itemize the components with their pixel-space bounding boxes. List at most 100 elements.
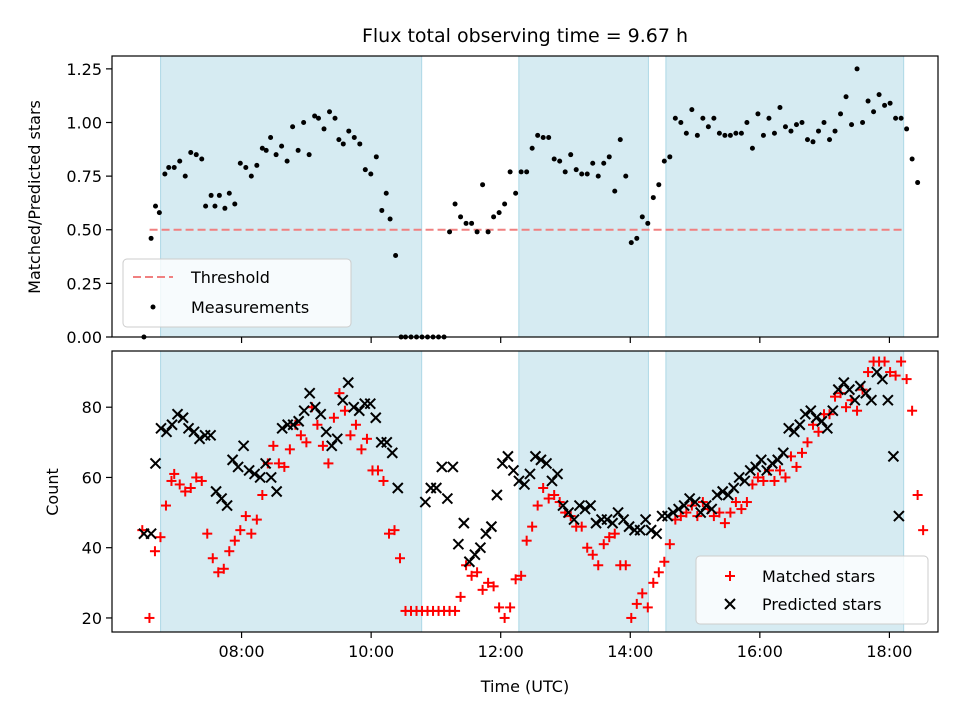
predicted-mark-b xyxy=(254,471,266,484)
matched-star-point xyxy=(879,356,890,367)
matched-star-point xyxy=(279,461,290,472)
predicted-mark-b xyxy=(750,461,762,473)
ratio-y-axis-label: Matched/Predicted stars xyxy=(25,100,44,294)
predicted-star-point xyxy=(882,394,894,406)
predicted-star-point xyxy=(584,499,597,512)
predicted-star-point xyxy=(722,489,734,501)
measurement-point xyxy=(171,165,177,171)
predicted-mark-b xyxy=(601,513,613,526)
measurement-point xyxy=(316,115,321,121)
predicted-mark-b xyxy=(584,499,597,512)
predicted-star-point xyxy=(469,549,481,561)
measurement-point xyxy=(507,169,513,175)
predicted-mark-b xyxy=(810,412,823,424)
matched-star-point xyxy=(587,549,598,560)
matched-star-point xyxy=(890,370,901,381)
measurement-point xyxy=(162,171,168,177)
matched-star-point xyxy=(516,570,527,581)
matched-star-point xyxy=(229,535,240,546)
predicted-star-point xyxy=(160,426,173,438)
predicted-mark-b xyxy=(287,419,299,431)
measurement-point xyxy=(606,154,612,160)
measurement-point xyxy=(362,167,368,173)
matched-star-point xyxy=(604,532,615,543)
predicted-mark-b xyxy=(430,482,443,494)
measurement-point xyxy=(689,107,695,113)
measurement-point xyxy=(546,135,552,141)
matched-star-point xyxy=(725,507,736,518)
matched-star-point xyxy=(918,525,929,536)
matched-star-point xyxy=(752,472,763,483)
predicted-mark-b xyxy=(188,426,200,438)
measurement-point xyxy=(346,128,352,134)
predicted-star-point xyxy=(254,471,266,484)
predicted-star-point xyxy=(298,405,310,417)
predicted-mark-b xyxy=(727,482,740,494)
legend-box xyxy=(695,555,929,625)
predicted-mark-b xyxy=(783,422,795,434)
matched-star-point xyxy=(301,437,312,448)
predicted-star-point xyxy=(590,517,602,529)
matched-star-point xyxy=(730,497,741,508)
measurement-point xyxy=(771,130,777,136)
predicted-star-point xyxy=(650,527,663,540)
measurement-point xyxy=(865,98,871,104)
matched-star-point xyxy=(527,521,538,532)
matched-star-point xyxy=(394,553,405,564)
matched-star-point xyxy=(450,605,461,616)
measurement-point xyxy=(727,132,733,138)
predicted-mark-b xyxy=(882,394,894,406)
matched-star-point xyxy=(488,581,499,592)
measurement-point xyxy=(259,145,265,151)
matched-star-point xyxy=(160,500,171,511)
observing-window-3 xyxy=(665,55,905,338)
measurement-point xyxy=(290,124,296,130)
y-tick-label: 0.75 xyxy=(66,167,102,186)
predicted-star-point xyxy=(606,517,619,529)
predicted-mark-b xyxy=(292,415,305,427)
measurement-point xyxy=(458,214,464,220)
predicted-mark-b xyxy=(381,436,393,449)
predicted-mark-b xyxy=(392,482,404,494)
predicted-star-point xyxy=(634,524,646,536)
predicted-mark-b xyxy=(694,506,707,519)
measurement-point xyxy=(832,128,838,134)
predicted-star-point xyxy=(419,496,432,508)
measurement-point xyxy=(513,190,519,196)
predicted-mark-b xyxy=(320,426,332,438)
matched-star-point xyxy=(593,560,604,571)
predicted-star-point xyxy=(661,510,674,522)
legend-predicted-label: Predicted stars xyxy=(762,595,882,614)
predicted-star-point xyxy=(893,510,905,522)
measurement-point xyxy=(351,135,357,141)
matched-star-point xyxy=(246,528,257,539)
measurement-point xyxy=(447,229,453,235)
measurement-point xyxy=(854,66,860,72)
predicted-mark-b xyxy=(876,373,889,385)
y-tick-label: 1.00 xyxy=(66,113,102,132)
measurement-point xyxy=(327,109,333,115)
y-tick-label: 1.25 xyxy=(66,60,102,79)
predicted-mark-b xyxy=(634,524,646,536)
measurement-point xyxy=(904,126,910,132)
predicted-mark-b xyxy=(518,478,531,491)
predicted-mark-b xyxy=(761,464,773,477)
measurement-point xyxy=(793,122,799,128)
predicted-mark-b xyxy=(860,387,872,399)
predicted-mark-b xyxy=(215,492,228,505)
measurement-point xyxy=(711,115,717,121)
predicted-star-point xyxy=(799,408,811,420)
predicted-star-point xyxy=(353,405,365,417)
predicted-mark-b xyxy=(799,408,811,420)
predicted-mark-b xyxy=(827,405,839,417)
matched-star-point xyxy=(191,472,202,483)
matched-star-point xyxy=(576,521,587,532)
predicted-mark-b xyxy=(667,506,679,519)
matched-star-point xyxy=(383,528,394,539)
predicted-mark-b xyxy=(568,513,580,526)
predicted-star-point xyxy=(425,482,437,494)
predicted-star-point xyxy=(876,373,889,385)
matched-star-point xyxy=(741,497,752,508)
measurement-point xyxy=(694,132,700,138)
predicted-star-point xyxy=(678,499,690,512)
